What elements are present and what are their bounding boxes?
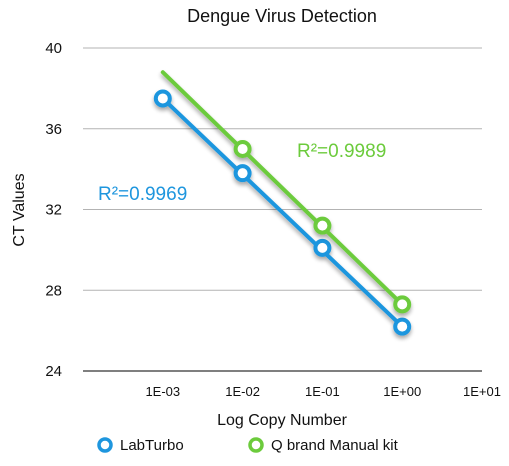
series-layer — [153, 70, 412, 336]
x-axis-label: Log Copy Number — [217, 412, 348, 429]
data-point — [233, 164, 252, 183]
legend-marker-labturbo — [97, 437, 113, 453]
y-tick-label: 28 — [45, 282, 62, 299]
data-point — [313, 216, 332, 235]
legend-label-labturbo: LabTurbo — [120, 437, 184, 454]
y-tick-label: 36 — [45, 121, 62, 138]
y-tick-label: 24 — [45, 363, 62, 380]
r2-label-q-brand: R²=0.9989 — [297, 141, 386, 162]
legend: LabTurbo Q brand Manual kit — [97, 437, 399, 454]
legend-marker-q-brand — [248, 437, 264, 453]
x-tick-label: 1E-02 — [225, 384, 260, 399]
chart-title: Dengue Virus Detection — [187, 6, 377, 26]
trendline — [160, 70, 405, 307]
data-point — [393, 317, 412, 336]
legend-label-q-brand: Q brand Manual kit — [271, 437, 399, 454]
x-tick-label: 1E+00 — [383, 384, 421, 399]
y-axis-label: CT Values — [11, 173, 28, 246]
y-tick-label: 32 — [45, 202, 62, 219]
x-tick-label: 1E+01 — [463, 384, 501, 399]
trendline — [160, 96, 405, 329]
data-point — [153, 89, 172, 108]
y-axis-ticks: 24 28 32 36 40 — [45, 40, 62, 380]
data-point — [233, 139, 252, 158]
y-tick-label: 40 — [45, 40, 62, 57]
x-tick-label: 1E-03 — [145, 384, 180, 399]
x-axis-ticks: 1E-03 1E-02 1E-01 1E+00 1E+01 — [145, 384, 501, 399]
grid-layer — [83, 47, 482, 372]
series-q-brand — [160, 70, 412, 314]
data-point — [393, 295, 412, 314]
x-tick-label: 1E-01 — [305, 384, 340, 399]
r2-label-labturbo: R²=0.9969 — [98, 184, 187, 205]
series-labturbo — [153, 89, 412, 336]
data-point — [313, 238, 332, 257]
